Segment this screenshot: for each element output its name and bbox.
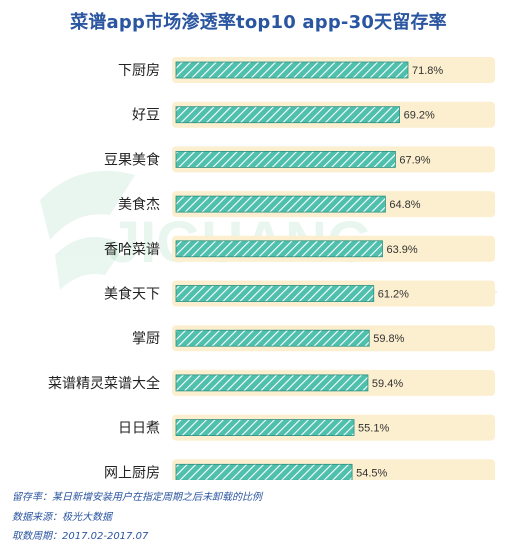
category-label: 美食杰 — [118, 196, 160, 213]
bar — [175, 463, 353, 480]
bar-row: 美食天下 61.2% — [104, 280, 495, 307]
value-label: 61.2% — [378, 289, 409, 301]
value-label: 59.4% — [372, 378, 403, 390]
chart-title: 菜谱app市场渗透率top10 app-30天留存率 — [70, 12, 447, 33]
footer-period: 取数周期：2017.02-2017.07 — [12, 531, 149, 542]
bar-row: 日日煮 55.1% — [118, 414, 495, 441]
category-label: 香哈菜谱 — [104, 242, 160, 258]
category-label: 好豆 — [132, 108, 160, 124]
bar-row: 菜谱精灵菜谱大全 59.4% — [48, 369, 495, 396]
bar — [175, 285, 375, 302]
bar-row: 好豆 69.2% — [132, 101, 495, 128]
category-label: 豆果美食 — [104, 151, 160, 168]
value-label: 55.1% — [358, 423, 389, 435]
bar-row: 下厨房 71.8% — [118, 57, 495, 83]
category-label: 网上厨房 — [104, 465, 160, 480]
bar — [175, 151, 396, 168]
category-label: 日日煮 — [118, 421, 160, 437]
category-label: 下厨房 — [118, 63, 160, 79]
value-label: 59.8% — [373, 333, 404, 345]
bar-row: 网上厨房 54.5% — [104, 459, 495, 480]
bar — [175, 106, 400, 124]
footer-definition: 留存率：某日新增安装用户在指定周期之后未卸载的比例 — [12, 492, 262, 503]
bar — [175, 374, 369, 392]
bar-row: 掌厨 59.8% — [132, 325, 495, 352]
bar — [175, 195, 386, 213]
value-label: 71.8% — [412, 65, 443, 77]
category-label: 菜谱精灵菜谱大全 — [48, 375, 160, 392]
bar — [175, 329, 370, 347]
bar-row: 香哈菜谱 63.9% — [104, 235, 495, 262]
footer-source: 数据来源：极光大数据 — [12, 512, 112, 523]
category-label: 掌厨 — [132, 331, 160, 347]
bar-row: 豆果美食 67.9% — [104, 146, 495, 173]
value-label: 69.2% — [404, 110, 435, 122]
value-label: 63.9% — [386, 244, 417, 256]
bar — [175, 61, 409, 79]
bar-row: 美食杰 64.8% — [118, 191, 495, 218]
category-label: 美食天下 — [104, 286, 160, 303]
bar-chart: 下厨房 71.8% 好豆 69.2% 豆果美食 67.9% 美食杰 64.8% 香哈菜谱 63.9… — [48, 57, 495, 480]
bar — [175, 419, 355, 437]
value-label: 64.8% — [389, 199, 420, 211]
value-label: 67.9% — [399, 154, 430, 166]
value-label: 54.5% — [356, 467, 387, 479]
bar — [175, 240, 383, 258]
